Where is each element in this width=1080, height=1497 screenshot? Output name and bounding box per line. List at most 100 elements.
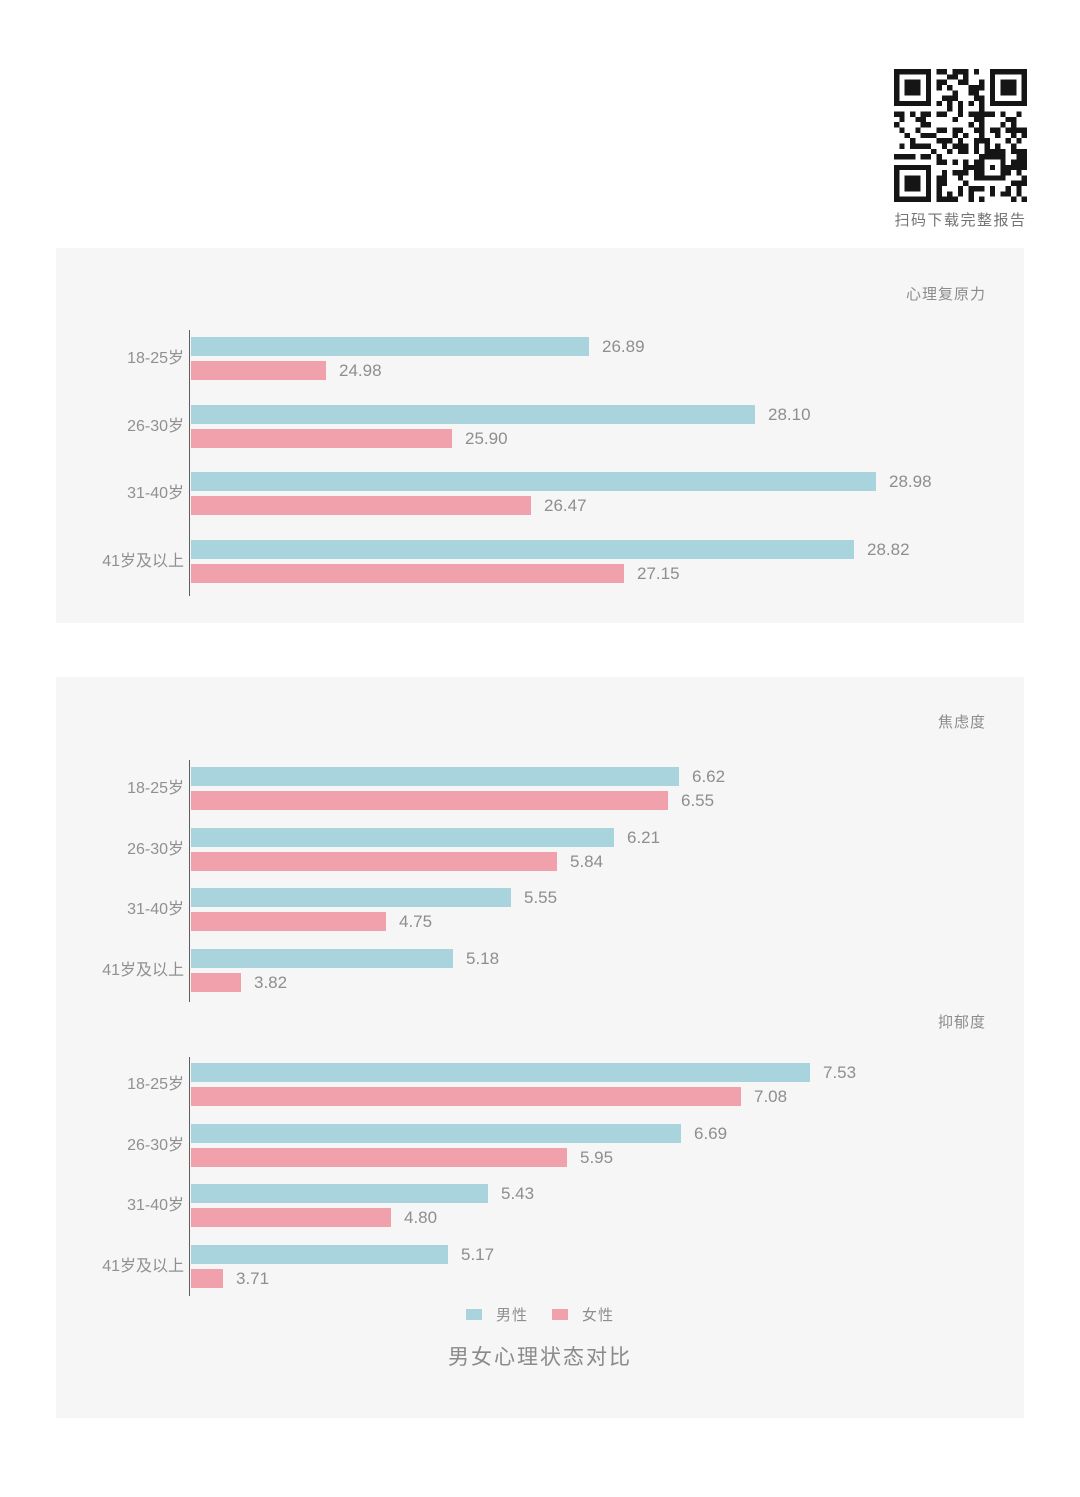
category-label: 26-30岁: [127, 841, 184, 858]
legend-label: 男性: [495, 1307, 528, 1324]
bar-row-male: 28.98: [191, 472, 932, 491]
value-label: 4.75: [399, 911, 433, 931]
bar-row-female: 3.71: [191, 1269, 269, 1288]
category-label: 26-30岁: [127, 1137, 184, 1154]
qr-code-icon: [894, 69, 1027, 202]
value-label: 6.55: [681, 790, 715, 810]
bar-female: [191, 564, 624, 583]
bar-group: 41岁及以上 5.17 3.71: [102, 1245, 1019, 1288]
bar-group: 18-25岁 26.89 24.98: [127, 337, 1019, 380]
bar-row-female: 25.90: [191, 429, 508, 448]
qr-caption: 扫码下载完整报告: [894, 212, 1027, 229]
bar-male: [191, 540, 854, 559]
bar-male: [191, 337, 589, 356]
main-title: 男女心理状态对比: [448, 1346, 632, 1369]
bar-row-male: 7.53: [191, 1063, 856, 1082]
bar-male: [191, 1124, 681, 1143]
category-label: 41岁及以上: [102, 1258, 184, 1275]
bar-row-male: 6.69: [191, 1124, 727, 1143]
value-label: 7.08: [754, 1086, 788, 1106]
category-label: 41岁及以上: [102, 553, 184, 570]
bar-row-female: 4.80: [191, 1208, 437, 1227]
value-label: 6.62: [692, 766, 726, 786]
bar-row-male: 26.89: [191, 337, 645, 356]
bar-male: [191, 1245, 448, 1264]
value-label: 3.71: [236, 1268, 270, 1288]
value-label: 28.98: [889, 471, 932, 491]
chart-title-depression: 抑郁度: [937, 1014, 986, 1031]
bar-male: [191, 767, 679, 786]
bar-row-male: 6.21: [191, 828, 660, 847]
bar-female: [191, 429, 452, 448]
bar-row-female: 27.15: [191, 564, 680, 583]
bar-row-female: 6.55: [191, 791, 714, 810]
category-label: 31-40岁: [127, 485, 184, 502]
bar-group: 26-30岁 6.21 5.84: [127, 828, 1019, 871]
category-label: 31-40岁: [127, 901, 184, 918]
chart-title-resilience: 心理复原力: [905, 286, 986, 303]
value-label: 5.95: [580, 1147, 614, 1167]
bar-row-female: 3.82: [191, 973, 287, 992]
value-label: 5.55: [524, 887, 558, 907]
value-label: 26.47: [544, 495, 587, 515]
value-label: 5.17: [461, 1244, 495, 1264]
panel-resilience: 心理复原力 18-25岁 26.89 24.98 26-30岁 28.10 25.90 31…: [56, 248, 1024, 623]
legend-item: 男性: [465, 1304, 528, 1325]
category-label: 26-30岁: [127, 418, 184, 435]
value-label: 7.53: [823, 1062, 857, 1082]
value-label: 4.80: [404, 1207, 438, 1227]
bar-row-male: 5.18: [191, 949, 499, 968]
category-label: 18-25岁: [127, 1076, 184, 1093]
bar-female: [191, 1269, 223, 1288]
bar-group: 31-40岁 5.55 4.75: [127, 888, 1019, 931]
category-label: 18-25岁: [127, 350, 184, 367]
bar-group: 31-40岁 5.43 4.80: [127, 1184, 1019, 1227]
bar-group: 18-25岁 7.53 7.08: [127, 1063, 1019, 1106]
bar-group: 18-25岁 6.62 6.55: [127, 767, 1019, 810]
bar-male: [191, 1184, 488, 1203]
value-label: 6.69: [694, 1123, 728, 1143]
value-label: 6.21: [627, 827, 661, 847]
bar-row-male: 28.10: [191, 405, 811, 424]
legend-item: 女性: [552, 1304, 614, 1325]
legend-swatch-icon: [552, 1309, 568, 1320]
value-label: 3.82: [254, 972, 288, 992]
category-label: 18-25岁: [127, 780, 184, 797]
bar-male: [191, 949, 453, 968]
bar-female: [191, 1087, 741, 1106]
legend-label: 女性: [582, 1307, 615, 1324]
bar-row-male: 28.82: [191, 540, 910, 559]
value-label: 27.15: [637, 563, 680, 583]
bar-female: [191, 1208, 391, 1227]
legend-swatch-icon: [465, 1309, 482, 1320]
bar-group: 41岁及以上 28.82 27.15: [102, 540, 1019, 583]
value-label: 24.98: [339, 360, 382, 380]
bar-row-male: 6.62: [191, 767, 725, 786]
bar-male: [191, 828, 614, 847]
value-label: 25.90: [465, 428, 508, 448]
bar-female: [191, 361, 326, 380]
value-label: 5.84: [570, 851, 604, 871]
qr-block: 扫码下载完整报告: [891, 69, 1030, 230]
bar-male: [191, 888, 511, 907]
value-label: 5.43: [501, 1183, 535, 1203]
chart-title-anxiety: 焦虑度: [937, 714, 986, 731]
bar-row-male: 5.55: [191, 888, 557, 907]
category-label: 41岁及以上: [102, 962, 184, 979]
bar-male: [191, 1063, 810, 1082]
anxiety-bar-chart: 18-25岁 6.62 6.55 26-30岁 6.21 5.84 31-40岁 5.55 4.…: [102, 760, 1019, 1002]
bar-row-female: 7.08: [191, 1087, 787, 1106]
category-label: 31-40岁: [127, 1197, 184, 1214]
bar-group: 31-40岁 28.98 26.47: [127, 472, 1019, 515]
bar-row-male: 5.17: [191, 1245, 494, 1264]
bar-row-female: 4.75: [191, 912, 432, 931]
panel-anxiety-depression: 焦虑度 18-25岁 6.62 6.55 26-30岁 6.21 5.84 31-40岁 5.…: [56, 677, 1024, 1418]
bar-male: [191, 405, 755, 424]
bar-female: [191, 496, 531, 515]
bar-female: [191, 1148, 567, 1167]
bar-female: [191, 852, 557, 871]
bar-female: [191, 973, 241, 992]
value-label: 28.82: [867, 539, 910, 559]
bar-row-male: 5.43: [191, 1184, 534, 1203]
